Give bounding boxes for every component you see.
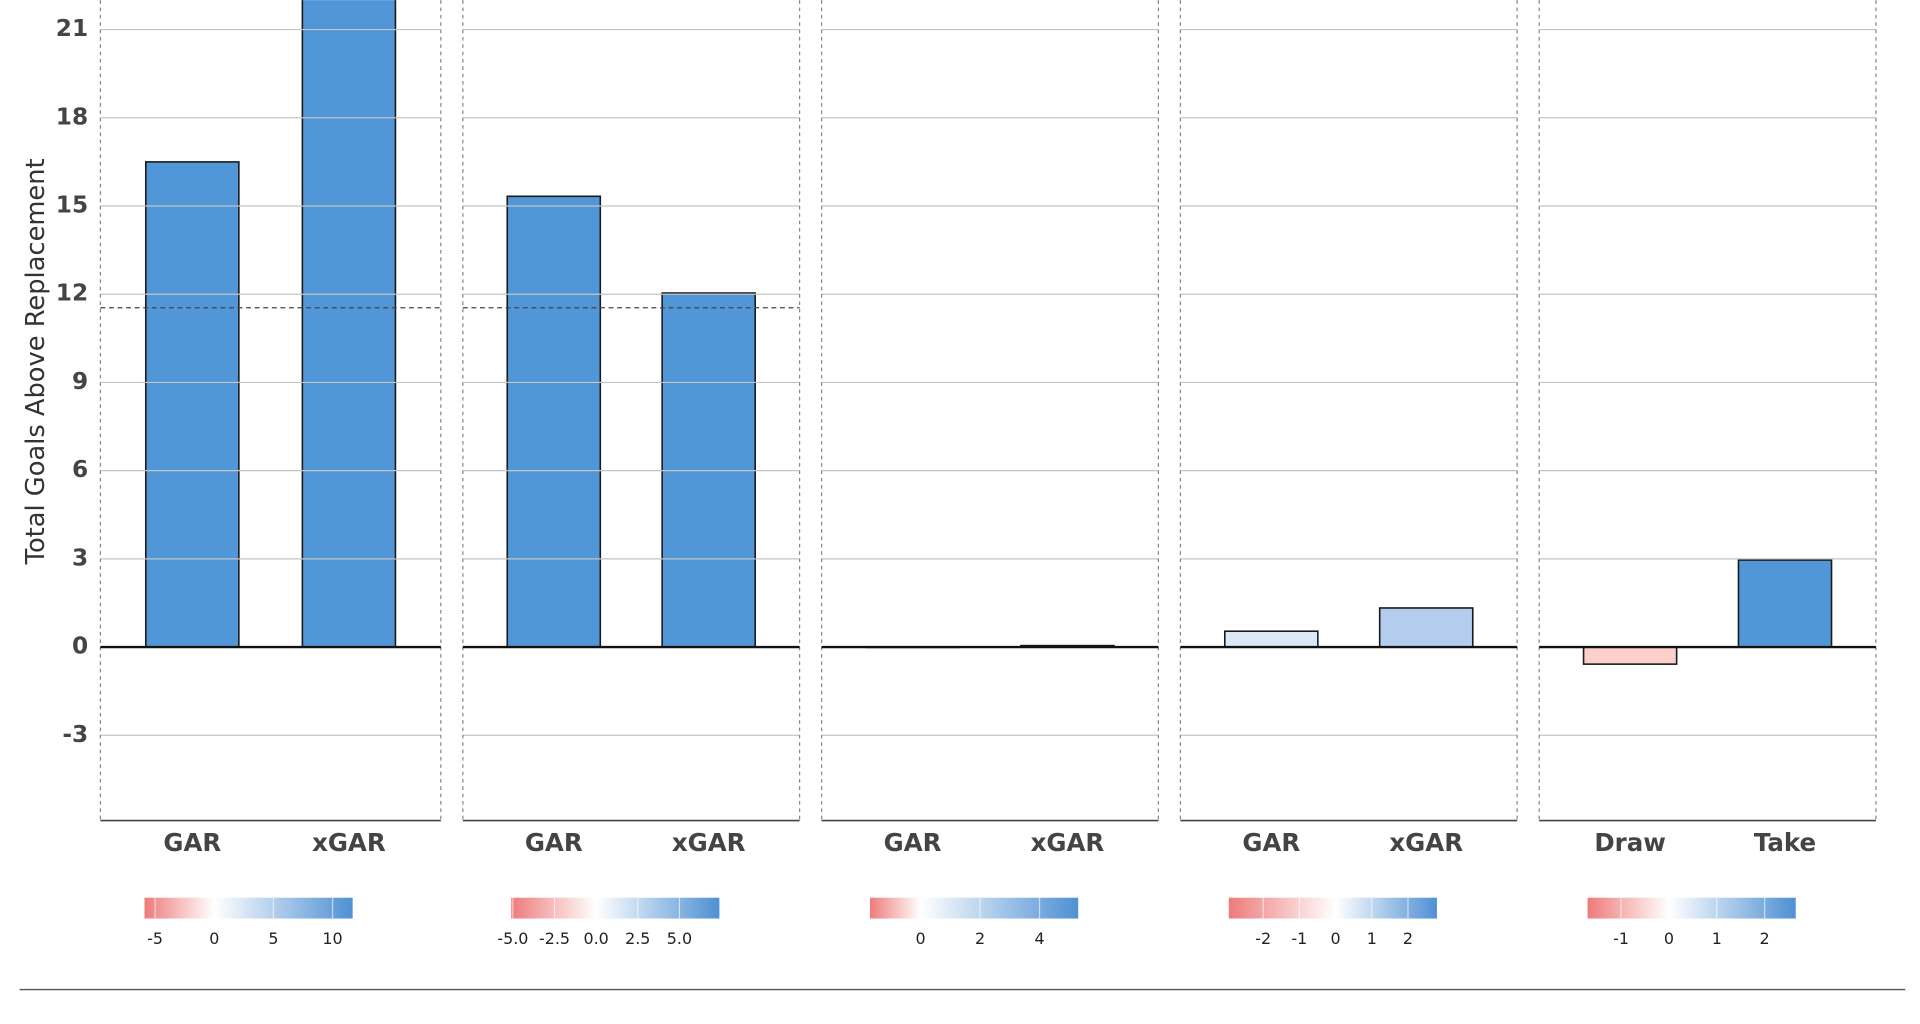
- plot-area: [1224, 607, 1474, 648]
- panel: GAR xGAR -5.0 -2.5 0.0 2.5 5.0: [462, 0, 801, 948]
- colorbar-tick-label: -1: [1613, 929, 1629, 948]
- colorbar-tick-label: 2: [1760, 929, 1770, 948]
- x-tick-label: Take: [1754, 828, 1816, 857]
- x-tick-label: GAR: [163, 828, 221, 857]
- x-tick-label: GAR: [525, 828, 583, 857]
- y-tick-label: 3: [72, 544, 88, 571]
- colorbar-tick-label: 5.0: [667, 929, 692, 948]
- x-tick-label: GAR: [1242, 828, 1300, 857]
- colorbar-tick-label: 0: [1664, 929, 1674, 948]
- colorbar: [1228, 897, 1437, 919]
- bar: [1582, 646, 1678, 665]
- x-tick-label: xGAR: [672, 828, 746, 857]
- y-tick-label: 15: [56, 192, 88, 219]
- bar: [1378, 607, 1474, 648]
- colorbar-tick-label: -1: [1291, 929, 1307, 948]
- colorbar-tick-label: 2.5: [625, 929, 650, 948]
- colorbar-tick-label: 2: [1403, 929, 1413, 948]
- x-tick-label: xGAR: [1031, 828, 1105, 857]
- colorbar-tick-label: 5: [268, 929, 278, 948]
- x-tick-label: xGAR: [312, 828, 386, 857]
- colorbar-tick-label: 0.0: [584, 929, 609, 948]
- plot-area: [1582, 559, 1833, 665]
- colorbar-tick-label: 4: [1034, 929, 1044, 948]
- colorbar-tick-label: 10: [322, 929, 342, 948]
- bar: [144, 161, 240, 648]
- bar: [1737, 559, 1833, 648]
- x-tick-label: Draw: [1594, 828, 1666, 857]
- colorbar: [1587, 897, 1796, 919]
- bar: [301, 0, 397, 648]
- y-tick-label: 21: [56, 15, 88, 42]
- x-tick-label: xGAR: [1389, 828, 1463, 857]
- colorbar-tick-label: -2: [1255, 929, 1271, 948]
- y-tick-label: 0: [72, 633, 88, 660]
- y-tick-label: 9: [72, 368, 88, 395]
- y-tick-label: -3: [62, 721, 88, 748]
- y-axis-label: Total Goals Above Replacement: [21, 158, 51, 565]
- colorbar-tick-label: -2.5: [539, 929, 570, 948]
- bar: [506, 195, 602, 648]
- colorbar-tick-label: 1: [1712, 929, 1722, 948]
- y-tick-label: 18: [56, 103, 88, 130]
- colorbar: [870, 897, 1079, 919]
- colorbar-tick-label: -5: [147, 929, 163, 948]
- x-tick-label: GAR: [884, 828, 942, 857]
- colorbar-tick-label: 0: [915, 929, 925, 948]
- plot-area: [144, 0, 397, 648]
- colorbar-tick-label: 0: [1331, 929, 1341, 948]
- panel: GAR xGAR -2 -1 0 1 2: [1179, 0, 1518, 948]
- colorbar-tick-label: 1: [1367, 929, 1377, 948]
- panel: Draw Take -1 0 1 2: [1538, 0, 1877, 948]
- plot-area: [506, 195, 756, 648]
- colorbar-tick-label: 2: [975, 929, 985, 948]
- bar: [1224, 630, 1319, 648]
- colorbar-tick-label: -5.0: [497, 929, 528, 948]
- colorbar: [144, 897, 353, 919]
- panel: -3 0 3 6 9 12 15 18 21 Total Goals Above Replacem…: [21, 0, 442, 948]
- panel: GAR xGAR 0 2 4: [821, 0, 1159, 948]
- colorbar-tick-label: 0: [209, 929, 219, 948]
- y-tick-label: 12: [56, 280, 88, 307]
- y-tick-label: 6: [72, 456, 88, 483]
- colorbar: [511, 897, 720, 919]
